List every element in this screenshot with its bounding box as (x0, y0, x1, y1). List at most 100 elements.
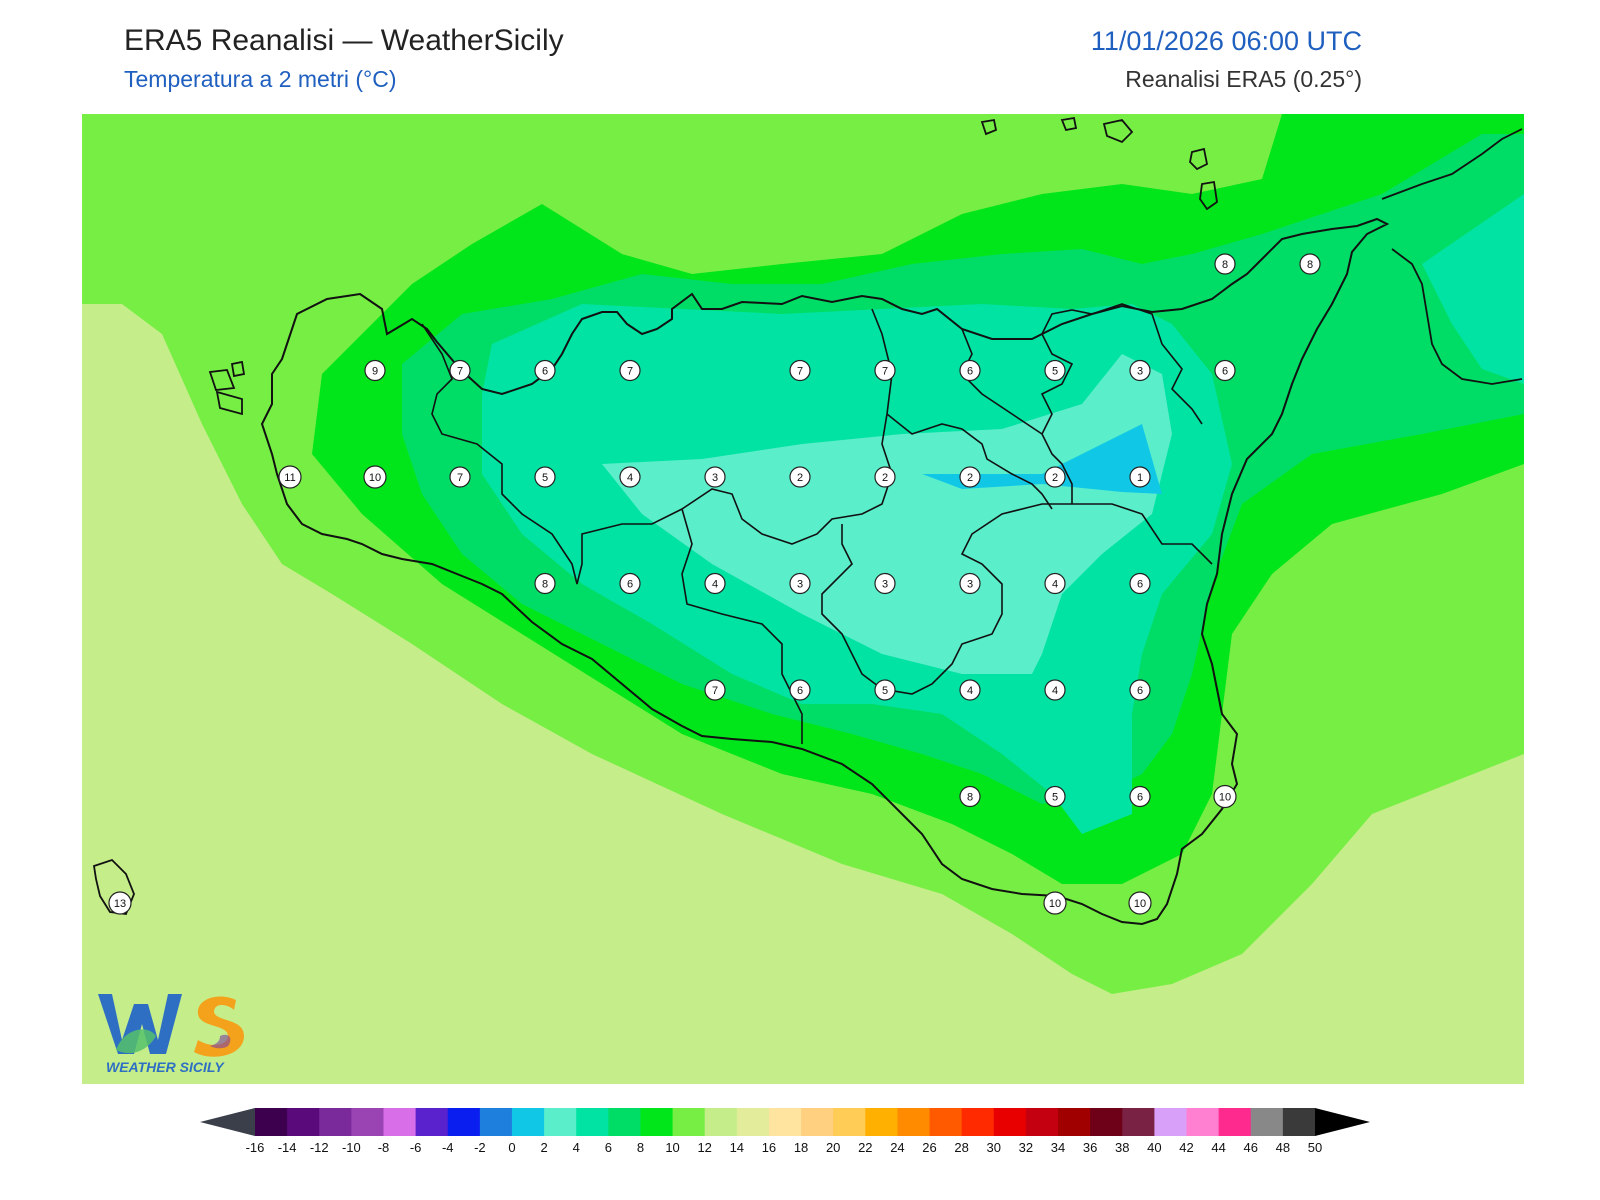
colorbar-swatch (1250, 1108, 1284, 1136)
colorbar-tick-label: 42 (1179, 1140, 1193, 1155)
point-label-value: 5 (542, 472, 548, 484)
colorbar-swatch (704, 1108, 738, 1136)
map-title: ERA5 Reanalisi — WeatherSicily (124, 24, 564, 57)
point-label-marker (1214, 359, 1236, 382)
point-label-marker (789, 572, 811, 595)
colorbar-tick-label: 4 (573, 1140, 580, 1155)
point-label-marker (1044, 572, 1066, 595)
point-label-value: 6 (1137, 685, 1143, 697)
point-label-value: 3 (1137, 366, 1143, 378)
point-label-value: 11 (284, 472, 295, 484)
point-label-marker (534, 466, 556, 488)
point-label-value: 2 (1052, 472, 1058, 484)
sicily-coastline (260, 217, 1390, 926)
point-label-value: 6 (1137, 579, 1143, 591)
point-label-value: 9 (372, 366, 378, 378)
point-label-marker (1043, 891, 1067, 915)
colorbar-swatch (319, 1108, 352, 1136)
point-label-value: 2 (797, 472, 803, 484)
point-label-value: 6 (967, 366, 973, 378)
point-label-marker (1213, 784, 1237, 809)
point-label-value: 5 (1052, 792, 1058, 804)
colorbar-swatch (351, 1108, 384, 1136)
point-label-value: 3 (967, 579, 973, 591)
point-label-value: 7 (712, 685, 718, 697)
colorbar-tick-label: 22 (858, 1140, 872, 1155)
point-label-value: 6 (627, 579, 633, 591)
point-label-marker (278, 465, 302, 489)
map-subtitle: Temperatura a 2 metri (°C) (124, 66, 397, 92)
colorbar-tick-label: 36 (1083, 1140, 1097, 1155)
temperature-map: 9 7 6 7 7 7 6 5 3 6 8 8 11 10 7 5 4 3 2 2 2 2 1 8 6 4 3 3 3 4 6 7 6 5 4 4 6 8… (82, 114, 1524, 1084)
colorbar-body (200, 1108, 1370, 1136)
point-label-value: 7 (457, 472, 463, 484)
colorbar-swatch (383, 1108, 417, 1136)
colorbar-low-cap (200, 1108, 255, 1136)
point-label-value: 6 (1137, 792, 1143, 804)
colorbar-tick-label: 44 (1211, 1140, 1225, 1155)
point-label-marker (959, 785, 981, 808)
point-label-marker (959, 679, 981, 701)
colorbar-tick-label: 48 (1276, 1140, 1290, 1155)
point-label-marker (959, 466, 981, 488)
colorbar-tick-label: -12 (310, 1140, 329, 1155)
colorbar-tick-label: 18 (794, 1140, 808, 1155)
colorbar-tick-label: -10 (342, 1140, 361, 1155)
colorbar-tick-label: 40 (1147, 1140, 1161, 1155)
colorbar-ticks: -16 -14 -12 -10 -8 -6 -4 -2 0 2 4 6 8 10 12 14 16 18 20 22 2… (246, 1140, 1323, 1155)
colorbar-swatch (833, 1108, 866, 1136)
point-label-value: 3 (882, 579, 888, 591)
point-label-value: 8 (967, 792, 973, 804)
colorbar-swatch (961, 1108, 995, 1136)
point-label-marker (534, 572, 556, 595)
point-label-value: 5 (882, 685, 888, 697)
colorbar-tick-label: 14 (730, 1140, 744, 1155)
colorbar-swatch (1282, 1108, 1316, 1136)
point-label-marker (619, 572, 641, 595)
valid-datetime: 11/01/2026 06:00 UTC (1090, 26, 1362, 56)
colorbar-swatch (544, 1108, 577, 1136)
colorbar-tick-label: 34 (1051, 1140, 1065, 1155)
colorbar-swatch (1186, 1108, 1220, 1136)
egadi-islands (208, 360, 246, 416)
point-label-value: 5 (1052, 366, 1058, 378)
colorbar-swatch (1154, 1108, 1188, 1136)
point-label-value: 10 (1219, 792, 1231, 804)
colorbar-swatch (287, 1108, 320, 1136)
point-label-marker (108, 891, 132, 915)
point-label-marker (874, 572, 896, 595)
point-label-marker (704, 572, 726, 595)
point-label-value: 3 (797, 579, 803, 591)
point-label-marker (1129, 572, 1151, 595)
point-label-value: 10 (1134, 898, 1146, 910)
point-label-marker (959, 572, 981, 595)
colorbar-swatch (672, 1108, 706, 1136)
point-label-value: 4 (1052, 579, 1058, 591)
point-label-value: 10 (1049, 898, 1061, 910)
weathersicily-logo: WEATHER SICILY (98, 994, 244, 1075)
point-label-value: 4 (627, 472, 633, 484)
colorbar-swatch (511, 1108, 545, 1136)
point-label-marker (449, 359, 471, 382)
point-label-value: 2 (882, 472, 888, 484)
point-label-value: 7 (457, 366, 463, 378)
colorbar-swatch (415, 1108, 449, 1136)
colorbar-swatch (479, 1108, 513, 1136)
colorbar-swatch (1090, 1108, 1123, 1136)
contour-band-4 (602, 354, 1172, 674)
colorbar-tick-label: 38 (1115, 1140, 1129, 1155)
point-label-marker (1044, 679, 1066, 701)
colorbar-tick-label: 50 (1308, 1140, 1322, 1155)
colorbar-swatch (865, 1108, 898, 1136)
point-label-marker (1214, 253, 1236, 275)
point-label-value: 7 (797, 366, 803, 378)
point-label-value: 6 (542, 366, 548, 378)
colorbar-swatch (993, 1108, 1027, 1136)
colorbar-swatch (897, 1108, 931, 1136)
aeolian-islands (980, 116, 1218, 211)
point-label-marker (1129, 679, 1151, 701)
pantelleria-island (92, 858, 135, 915)
point-label-marker (364, 359, 386, 382)
colorbar-tick-label: -2 (474, 1140, 486, 1155)
point-label-marker (704, 466, 726, 488)
